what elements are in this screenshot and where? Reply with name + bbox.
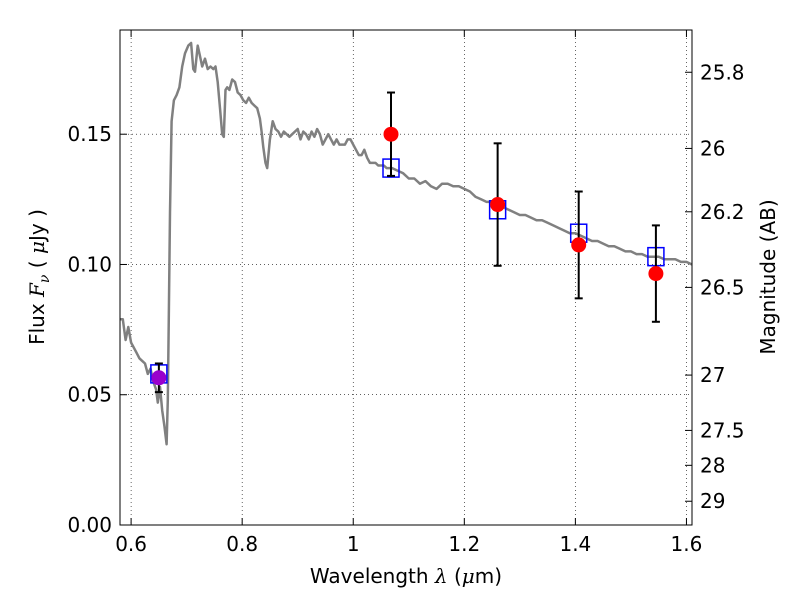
data-markers	[150, 91, 665, 394]
mag-tick-label: 26.5	[700, 275, 745, 299]
y-tick-label: 0.15	[67, 122, 112, 146]
y-tick-label: 0.00	[67, 513, 112, 537]
observed-flux-point	[571, 237, 587, 253]
y-tick-label: 0.05	[67, 383, 112, 407]
y-tick-label: 0.10	[67, 252, 112, 276]
axis-ticks: 0.6 0.8 1 1.2 1.4 1.6 0.00 0.05 0.10 0.15 25.8 26 26…	[67, 30, 745, 556]
observed-flux-point	[648, 266, 664, 282]
x-axis-title: Wavelength λ (μm)	[310, 564, 502, 588]
mag-tick-label: 26.2	[700, 200, 745, 224]
mag-tick-label: 25.8	[700, 60, 745, 84]
observed-flux-point	[490, 197, 506, 213]
spectrum-line	[120, 41, 693, 446]
mag-tick-label: 27	[700, 363, 725, 387]
mag-tick-label: 27.5	[700, 418, 745, 442]
observed-flux-point	[151, 370, 167, 386]
model-spectrum	[120, 41, 693, 446]
x-tick-label: 1.4	[559, 532, 591, 556]
observed-flux-point	[383, 126, 399, 142]
mag-tick-label: 28	[700, 453, 725, 477]
x-tick-label: 1	[347, 532, 360, 556]
plot-frame	[119, 29, 693, 526]
x-tick-label: 1.2	[448, 532, 480, 556]
y-axis-title: Flux Fν ( μJy )	[25, 209, 53, 345]
y2-axis-title: Magnitude (AB)	[756, 199, 780, 354]
mag-tick-label: 29	[700, 489, 725, 513]
mag-tick-label: 26	[700, 136, 725, 160]
x-tick-label: 0.8	[226, 532, 258, 556]
x-tick-label: 1.6	[671, 532, 703, 556]
x-tick-label: 0.6	[115, 532, 147, 556]
